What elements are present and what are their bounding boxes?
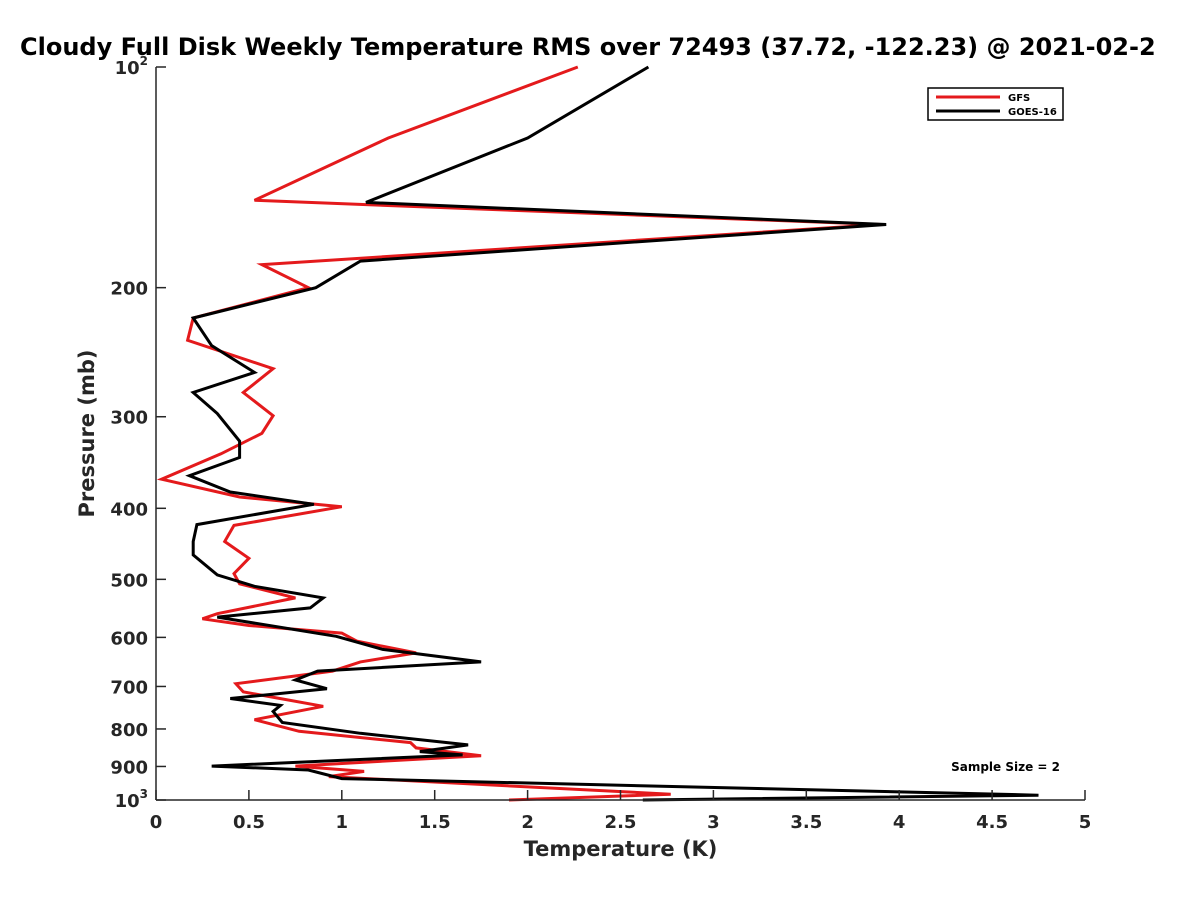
x-tick-label: 4 [893,812,906,833]
y-tick-label: 800 [110,720,148,741]
y-tick-label: 900 [110,757,148,778]
series-line-gfs [156,65,881,802]
y-tick-label: 700 [110,677,148,698]
series-layer [156,65,1039,802]
y-tick-label: 400 [110,499,148,520]
x-tick-label: 0.5 [233,812,265,833]
plot-area: 0 0.5 1 1.5 2 2.5 3 3.5 4 4.5 5 102 200 300 400 500 600… [110,54,1091,833]
x-tick-label: 1.5 [419,812,451,833]
sample-size-annotation: Sample Size = 2 [951,760,1060,774]
legend-entries: GFS GOES-16 [936,93,1057,118]
y-tick-label: 200 [110,279,148,300]
y-axis-label: Pressure (mb) [75,350,99,518]
chart-title: Cloudy Full Disk Weekly Temperature RMS … [20,33,1156,61]
x-tick-label: 3.5 [790,812,822,833]
legend-label: GFS [1008,93,1030,104]
x-axis-label: Temperature (K) [524,837,718,861]
y-tick-label: 102 [115,54,148,79]
y-tick-label: 103 [115,787,148,812]
x-tick-label: 5 [1079,812,1092,833]
x-ticks: 0 0.5 1 1.5 2 2.5 3 3.5 4 4.5 5 [150,790,1092,833]
x-tick-label: 2.5 [605,812,637,833]
y-tick-label: 600 [110,628,148,649]
x-tick-label: 2 [521,812,534,833]
y-tick-label: 300 [110,408,148,429]
legend: GFS GOES-16 [927,87,1064,121]
series-line-goes-16 [185,65,1039,802]
y-ticks: 102 200 300 400 500 600 700 800 900 103 [110,54,166,812]
x-tick-label: 1 [336,812,349,833]
x-tick-label: 4.5 [976,812,1008,833]
y-tick-label: 500 [110,570,148,591]
legend-box [927,87,1064,121]
x-tick-label: 0 [150,812,163,833]
x-tick-label: 3 [707,812,720,833]
legend-label: GOES-16 [1008,107,1057,118]
